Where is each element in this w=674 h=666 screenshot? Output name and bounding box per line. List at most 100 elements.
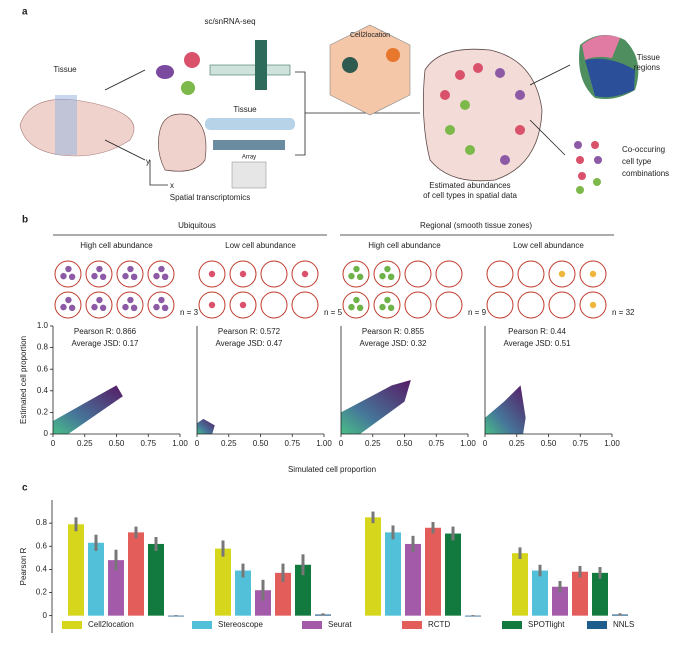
x-tick-label: 0.25 — [509, 439, 525, 448]
legend-label: Stereoscope — [218, 620, 263, 629]
cell — [130, 304, 138, 312]
cell — [158, 265, 165, 273]
spot — [486, 291, 514, 319]
cell — [60, 272, 67, 280]
density-cloud — [197, 418, 215, 434]
label: Array — [242, 155, 256, 161]
label: regions — [634, 63, 660, 72]
spot — [517, 291, 545, 319]
spot — [229, 291, 257, 319]
legend-swatch — [302, 621, 322, 629]
density-cloud — [53, 385, 123, 434]
cell — [184, 52, 200, 68]
cell — [122, 303, 129, 311]
spot — [435, 260, 463, 288]
cell — [156, 65, 174, 79]
x-tick-label: 0.75 — [140, 439, 156, 448]
cell — [181, 81, 195, 95]
spot — [85, 291, 113, 319]
cell — [239, 270, 247, 278]
region-map — [582, 35, 620, 60]
group-label: Ubiquitous — [178, 221, 216, 230]
arrow — [104, 69, 146, 91]
cell — [65, 296, 72, 304]
x-tick-label: 1.00 — [460, 439, 476, 448]
cell — [379, 303, 386, 311]
x-tick-label: 1.00 — [316, 439, 332, 448]
cell — [127, 265, 134, 273]
spot — [373, 291, 401, 319]
spot — [198, 260, 226, 288]
stat-label: Average JSD: 0.17 — [71, 339, 139, 348]
cell — [384, 296, 391, 304]
density-cloud — [485, 385, 526, 434]
legend-label: SPOTlight — [528, 620, 565, 629]
spot — [579, 260, 607, 288]
pin — [386, 48, 400, 62]
spot — [342, 291, 370, 319]
spot — [342, 260, 370, 288]
subplot-title: Low cell abundance — [225, 241, 296, 250]
spot — [486, 260, 514, 288]
spot — [435, 291, 463, 319]
y-tick-label: 0.2 — [36, 588, 48, 597]
stat-label: Average JSD: 0.51 — [503, 339, 571, 348]
x-tick-label: 0.25 — [365, 439, 381, 448]
x-tick-label: 0.75 — [572, 439, 588, 448]
brain-section — [158, 113, 207, 172]
stat-label: Average JSD: 0.47 — [215, 339, 283, 348]
array-bar — [213, 140, 285, 150]
group-label: Regional (smooth tissue zones) — [420, 221, 532, 230]
label: Tissue — [233, 105, 257, 114]
cell — [91, 303, 98, 311]
label: Tissue — [53, 65, 77, 74]
bar — [532, 570, 548, 616]
cell — [208, 270, 216, 278]
bar — [512, 553, 528, 616]
y-tick-label: 0.6 — [37, 364, 49, 373]
bar — [88, 542, 104, 616]
bar — [108, 560, 124, 616]
cell — [158, 296, 165, 304]
bar — [255, 590, 271, 616]
spot — [404, 260, 432, 288]
y-axis-label: Pearson R — [19, 547, 28, 585]
bar — [552, 586, 568, 616]
x-tick-label: 0.50 — [541, 439, 557, 448]
bar — [405, 543, 421, 616]
arrow — [529, 64, 571, 86]
spot — [517, 260, 545, 288]
x-tick-label: 0 — [51, 439, 56, 448]
subplot-title: Low cell abundance — [513, 241, 584, 250]
bar — [148, 543, 164, 616]
sequencing — [255, 40, 267, 90]
label: Cell2location — [350, 32, 390, 39]
cell — [127, 296, 134, 304]
cell — [348, 272, 355, 280]
y-tick-label: 0.6 — [36, 541, 48, 550]
x-tick-label: 0.75 — [428, 439, 444, 448]
spot — [198, 291, 226, 319]
tissue-strip — [205, 118, 295, 130]
spot — [147, 291, 175, 319]
bar — [215, 548, 231, 616]
panel-label: c — [22, 483, 28, 494]
cell — [99, 273, 107, 281]
x-tick-label: 0.25 — [77, 439, 93, 448]
cell — [161, 273, 169, 281]
cell — [353, 296, 360, 304]
cell — [384, 265, 391, 273]
x-tick-label: 0.25 — [221, 439, 237, 448]
x-axis-label: Simulated cell proportion — [288, 465, 376, 474]
cell — [153, 303, 160, 311]
bar — [445, 533, 461, 616]
cells — [574, 141, 602, 194]
cell — [68, 273, 76, 281]
stat-label: Pearson R: 0.866 — [74, 327, 137, 336]
legend-swatch — [502, 621, 522, 629]
bar — [295, 564, 311, 616]
n-label: n = 3 — [180, 308, 199, 317]
cell — [558, 270, 566, 278]
region-map — [585, 58, 635, 98]
n-label: n = 5 — [324, 308, 343, 317]
